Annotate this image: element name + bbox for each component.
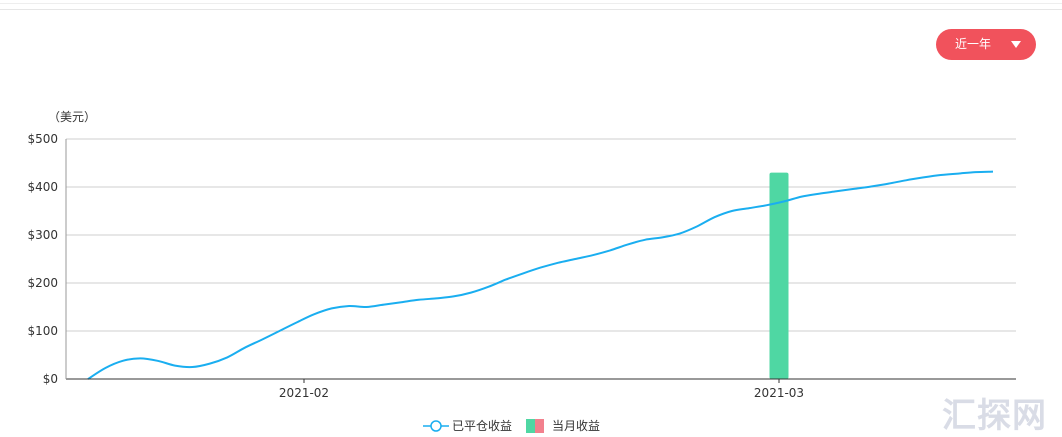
x-tick-label: 2021-03 bbox=[754, 386, 804, 400]
monthly-profit-bar[interactable] bbox=[769, 172, 789, 379]
header-divider bbox=[0, 0, 1062, 10]
legend-label-monthly-profit: 当月收益 bbox=[552, 419, 601, 433]
closed-profit-line bbox=[87, 170, 994, 380]
y-tick-label: $400 bbox=[27, 180, 58, 194]
bar-legend-icon bbox=[526, 419, 544, 433]
grid-lines bbox=[66, 138, 1016, 332]
legend-label-closed-profit: 已平仓收益 bbox=[452, 419, 513, 433]
x-tick-label: 2021-02 bbox=[279, 386, 329, 400]
watermark-logo: 汇探网 bbox=[942, 396, 1047, 436]
chevron-down-icon bbox=[1011, 41, 1021, 48]
y-tick-label: $300 bbox=[27, 228, 58, 242]
bar-series bbox=[769, 172, 789, 379]
period-dropdown[interactable]: 近一年 bbox=[936, 29, 1036, 60]
y-tick-label: $200 bbox=[27, 276, 58, 290]
y-tick-label: $0 bbox=[43, 372, 58, 386]
y-tick-label: $100 bbox=[27, 324, 58, 338]
x-tick-labels: 2021-02 2021-03 bbox=[279, 379, 804, 400]
period-dropdown-label: 近一年 bbox=[955, 37, 992, 51]
y-tick-label: $500 bbox=[27, 132, 58, 146]
y-tick-labels: $0 $100 $200 $300 $400 $500 bbox=[27, 132, 58, 386]
line-circle-legend-icon bbox=[423, 420, 449, 432]
y-axis-unit-label: （美元） bbox=[48, 110, 96, 124]
top-divider bbox=[0, 3, 1062, 4]
